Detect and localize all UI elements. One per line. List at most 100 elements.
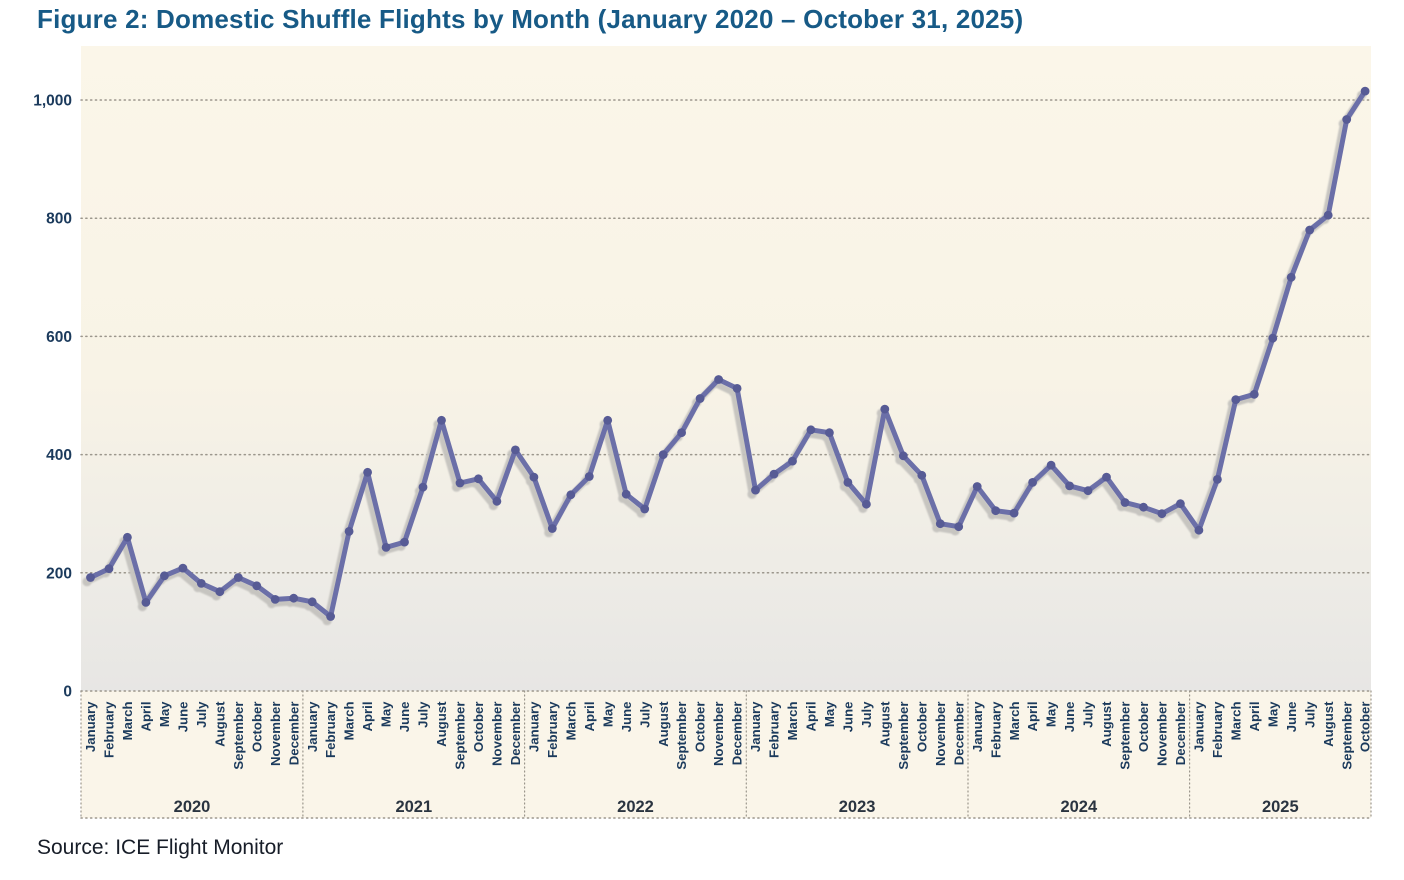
data-point-marker: May 2024: 382 <box>1046 460 1056 470</box>
month-tick-label: May <box>600 701 615 727</box>
data-point-marker: December 2023: 278 <box>954 522 964 532</box>
month-tick-label: October <box>471 702 486 753</box>
data-point-marker: February 2022: 275 <box>547 524 557 533</box>
month-tick-label: July <box>1302 701 1317 728</box>
data-point-marker: April 2023: 442 <box>806 425 816 435</box>
data-point-marker: March 2021: 270 <box>344 527 354 536</box>
month-tick-label: June <box>619 702 634 733</box>
data-point-marker: October 2020: 178 <box>252 581 262 591</box>
month-tick-label: November <box>268 702 283 767</box>
month-tick-label: August <box>656 701 671 747</box>
data-point-marker: June 2022: 333 <box>621 489 631 499</box>
month-tick-label: February <box>988 701 1003 758</box>
month-tick-label: February <box>1210 701 1225 758</box>
year-label: 2021 <box>395 798 432 816</box>
month-tick-label: December <box>951 702 966 766</box>
data-point-marker: July 2022: 308 <box>640 504 650 514</box>
month-tick-label: March <box>563 702 578 741</box>
data-point-marker: February 2024: 305 <box>991 506 1001 516</box>
month-tick-label: October <box>249 702 264 753</box>
year-label: 2024 <box>1060 798 1098 816</box>
month-tick-label: August <box>1099 701 1114 747</box>
data-point-marker: August 2021: 458 <box>437 415 446 425</box>
month-tick-label: July <box>859 701 874 728</box>
data-point-marker: July 2025: 780 <box>1305 225 1315 235</box>
month-tick-label: April <box>360 702 375 732</box>
data-point-marker: May 2023: 437 <box>825 428 834 438</box>
month-tick-label: March <box>120 702 135 741</box>
month-tick-label: September <box>674 702 689 770</box>
data-point-marker: January 2022: 362 <box>529 472 539 482</box>
data-point-marker: February 2021: 126 <box>326 612 335 621</box>
data-point-marker: November 2021: 321 <box>492 496 502 506</box>
month-tick-label: June <box>1284 702 1299 733</box>
data-point-marker: November 2024: 300 <box>1157 509 1167 519</box>
data-point-marker: April 2022: 363 <box>584 472 594 481</box>
data-point-marker: May 2025: 597 <box>1268 333 1278 343</box>
month-tick-label: June <box>841 702 856 733</box>
month-tick-label: May <box>822 701 837 727</box>
data-point-marker: January 2025: 272 <box>1194 525 1204 535</box>
month-tick-label: May <box>157 701 172 727</box>
month-tick-label: March <box>342 702 357 741</box>
month-tick-label: May <box>1044 701 1059 727</box>
month-tick-label: December <box>1173 702 1188 766</box>
y-axis-tick-label: 1,000 <box>33 93 72 110</box>
data-point-marker: March 2022: 332 <box>566 490 576 500</box>
data-point-marker: January 2021: 151 <box>307 597 317 607</box>
month-tick-label: December <box>508 702 523 766</box>
data-point-marker: June 2023: 353 <box>843 478 853 487</box>
y-axis-tick-label: 0 <box>63 684 72 701</box>
y-axis-tick-label: 800 <box>46 211 72 228</box>
data-point-marker: September 2021: 352 <box>455 478 465 488</box>
data-point-marker: October 2021: 359 <box>474 474 483 484</box>
month-tick-label: August <box>877 701 892 747</box>
source-caption: Source: ICE Flight Monitor <box>37 836 284 859</box>
data-point-marker: July 2023: 316 <box>862 499 871 509</box>
month-tick-label: July <box>416 701 431 728</box>
month-tick-label: January <box>970 701 985 752</box>
month-tick-label: June <box>1062 702 1077 733</box>
data-point-marker: March 2023: 389 <box>788 456 797 466</box>
data-point-marker: November 2022: 527 <box>714 375 723 384</box>
month-tick-label: April <box>804 702 819 732</box>
month-tick-label: April <box>139 702 154 732</box>
data-point-marker: January 2020: 192 <box>86 573 95 582</box>
data-point-marker: November 2020: 155 <box>270 595 280 604</box>
y-axis-tick-label: 400 <box>46 447 72 464</box>
month-tick-label: March <box>1228 702 1243 741</box>
month-tick-label: June <box>176 702 191 733</box>
month-tick-label: April <box>582 702 597 732</box>
data-point-marker: September 2023: 398 <box>898 451 908 461</box>
data-point-marker: May 2022: 458 <box>603 415 613 425</box>
month-tick-label: February <box>545 701 560 758</box>
data-point-marker: April 2020: 150 <box>141 598 151 607</box>
month-tick-label: September <box>453 702 468 770</box>
month-tick-label: August <box>434 701 449 747</box>
data-point-marker: March 2020: 260 <box>123 532 132 542</box>
data-point-marker: September 2024: 319 <box>1120 498 1130 507</box>
month-tick-label: September <box>896 702 911 770</box>
year-label: 2025 <box>1262 798 1299 816</box>
month-tick-label: July <box>637 701 652 728</box>
year-label: 2020 <box>174 798 211 816</box>
month-tick-label: October <box>914 702 929 753</box>
month-tick-label: October <box>1358 702 1373 753</box>
month-tick-label: February <box>767 701 782 758</box>
month-tick-label: June <box>397 702 412 733</box>
month-tick-label: January <box>527 701 542 752</box>
month-tick-label: January <box>305 701 320 752</box>
data-point-marker: October 2022: 495 <box>695 394 705 403</box>
month-tick-label: November <box>1155 702 1170 767</box>
month-tick-label: October <box>1136 702 1151 753</box>
series-line <box>88 88 1368 619</box>
month-tick-label: November <box>933 702 948 767</box>
data-point-marker: September 2020: 192 <box>233 573 243 582</box>
month-tick-label: December <box>286 702 301 766</box>
month-tick-label: August <box>1321 701 1336 747</box>
month-tick-label: May <box>379 701 394 727</box>
y-axis-tick-label: 200 <box>46 565 72 582</box>
data-point-marker: December 2022: 512 <box>732 384 742 393</box>
